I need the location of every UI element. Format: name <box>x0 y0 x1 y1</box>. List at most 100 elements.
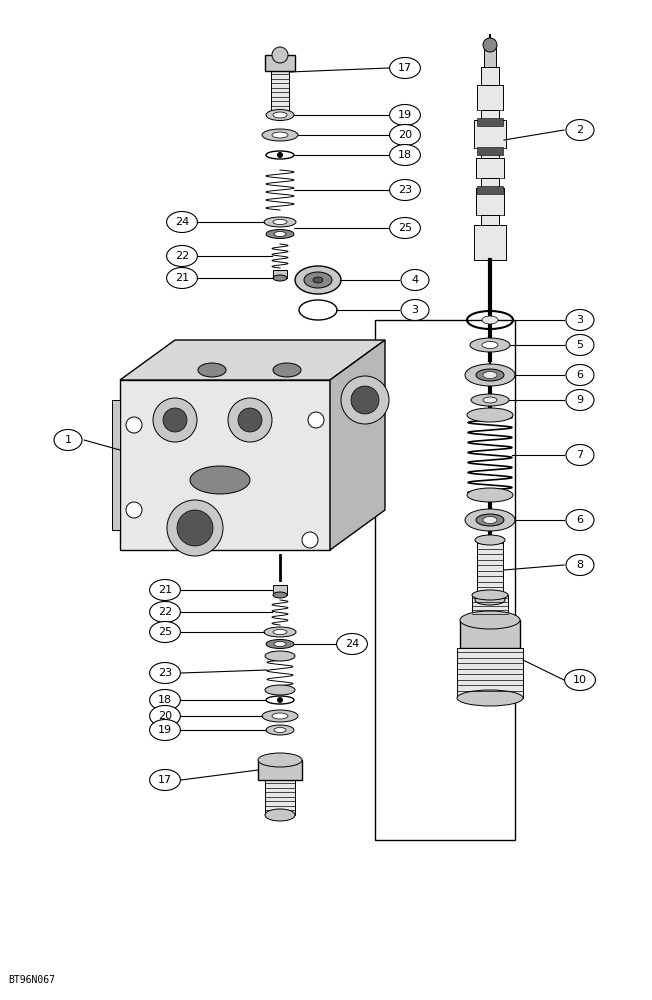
Text: 5: 5 <box>576 340 584 350</box>
Ellipse shape <box>472 590 508 600</box>
Ellipse shape <box>475 535 505 545</box>
Ellipse shape <box>149 662 181 684</box>
Ellipse shape <box>295 266 341 294</box>
Text: 25: 25 <box>398 223 412 233</box>
Circle shape <box>483 38 497 52</box>
Ellipse shape <box>390 180 421 200</box>
Ellipse shape <box>274 642 286 647</box>
Ellipse shape <box>149 580 181 600</box>
Text: BT96N067: BT96N067 <box>8 975 55 985</box>
Text: 24: 24 <box>345 639 359 649</box>
Ellipse shape <box>273 592 287 598</box>
Ellipse shape <box>390 104 421 125</box>
Ellipse shape <box>390 57 421 79</box>
Circle shape <box>277 152 283 158</box>
Text: 23: 23 <box>398 185 412 195</box>
Ellipse shape <box>482 316 498 324</box>
Bar <box>120 380 330 550</box>
Ellipse shape <box>566 119 594 140</box>
Bar <box>481 110 499 120</box>
Ellipse shape <box>198 363 226 377</box>
Text: 18: 18 <box>398 150 412 160</box>
Ellipse shape <box>483 516 497 524</box>
Polygon shape <box>330 340 385 550</box>
Ellipse shape <box>262 710 298 722</box>
Ellipse shape <box>390 218 421 238</box>
Ellipse shape <box>54 430 82 450</box>
Ellipse shape <box>273 630 287 635</box>
Circle shape <box>163 408 187 432</box>
Bar <box>265 780 295 815</box>
Text: 4: 4 <box>411 275 419 285</box>
Text: 19: 19 <box>398 110 412 120</box>
Ellipse shape <box>483 397 497 403</box>
Ellipse shape <box>476 514 504 526</box>
Circle shape <box>228 398 272 442</box>
Text: 1: 1 <box>65 435 72 445</box>
Text: 17: 17 <box>398 63 412 73</box>
Ellipse shape <box>566 444 594 466</box>
Bar <box>481 178 499 188</box>
Text: 21: 21 <box>158 585 172 595</box>
Ellipse shape <box>266 725 294 735</box>
Ellipse shape <box>483 371 497 378</box>
Ellipse shape <box>471 394 509 406</box>
Ellipse shape <box>482 342 498 349</box>
Ellipse shape <box>566 310 594 330</box>
Ellipse shape <box>470 338 510 352</box>
Circle shape <box>238 408 262 432</box>
Ellipse shape <box>264 627 296 637</box>
Text: 21: 21 <box>175 273 189 283</box>
Ellipse shape <box>390 124 421 145</box>
Bar <box>265 55 295 71</box>
Text: 6: 6 <box>576 370 584 380</box>
Bar <box>481 215 499 225</box>
Ellipse shape <box>266 109 294 120</box>
Bar <box>273 585 287 595</box>
Ellipse shape <box>149 770 181 790</box>
Bar <box>472 595 508 620</box>
Ellipse shape <box>190 466 250 494</box>
Circle shape <box>177 510 213 546</box>
Text: 3: 3 <box>576 315 584 325</box>
Ellipse shape <box>401 300 429 320</box>
Text: 3: 3 <box>411 305 419 315</box>
Ellipse shape <box>149 601 181 622</box>
Text: 23: 23 <box>158 668 172 678</box>
Text: 18: 18 <box>158 695 172 705</box>
Text: 24: 24 <box>175 217 189 227</box>
Ellipse shape <box>265 809 295 821</box>
Ellipse shape <box>460 611 520 629</box>
Ellipse shape <box>272 713 288 719</box>
Ellipse shape <box>313 277 323 283</box>
Ellipse shape <box>457 690 523 706</box>
Text: 25: 25 <box>158 627 172 637</box>
Circle shape <box>308 412 324 428</box>
Ellipse shape <box>566 334 594 356</box>
Ellipse shape <box>465 364 515 386</box>
Circle shape <box>351 386 379 414</box>
Ellipse shape <box>304 272 332 288</box>
Bar <box>484 45 496 67</box>
Ellipse shape <box>465 509 515 531</box>
Circle shape <box>167 500 223 556</box>
Ellipse shape <box>167 267 198 288</box>
Ellipse shape <box>475 595 505 605</box>
Circle shape <box>272 47 288 63</box>
Bar <box>477 85 503 110</box>
Text: 17: 17 <box>158 775 172 785</box>
Polygon shape <box>120 340 385 380</box>
Ellipse shape <box>274 232 286 236</box>
Ellipse shape <box>467 488 513 502</box>
Text: 7: 7 <box>576 450 584 460</box>
Ellipse shape <box>401 269 429 290</box>
Circle shape <box>126 417 142 433</box>
Ellipse shape <box>272 132 288 138</box>
Ellipse shape <box>390 144 421 165</box>
Text: 8: 8 <box>576 560 584 570</box>
Bar <box>273 270 287 278</box>
Ellipse shape <box>273 112 287 118</box>
Ellipse shape <box>476 369 504 381</box>
Text: 20: 20 <box>398 130 412 140</box>
Circle shape <box>153 398 197 442</box>
